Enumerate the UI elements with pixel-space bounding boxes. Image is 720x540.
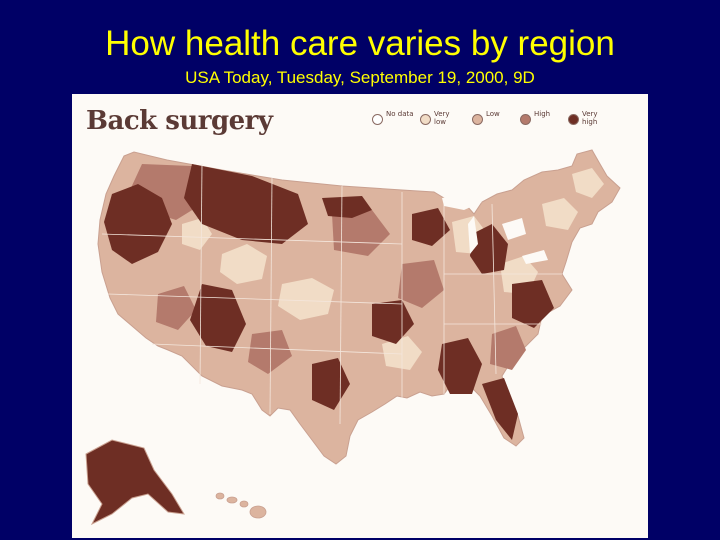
legend-swatch-very-low [420,114,431,125]
legend-label-very-low: Very low [434,110,450,126]
hawaii [215,492,267,519]
map-heading: Back surgery [86,106,273,136]
slide-subtitle: USA Today, Tuesday, September 19, 2000, … [185,68,535,87]
legend-swatch-high [520,114,531,125]
legend-swatch-no-data [372,114,383,125]
legend-label-high: High [534,110,551,118]
legend-swatch-low [472,114,483,125]
alaska [85,439,185,526]
legend-label-low: Low [486,110,500,118]
slide-title: How health care varies by region [105,24,615,63]
usa-map [85,149,621,526]
legend-label-very-high: Very high [582,110,598,126]
legend-swatch-very-high [568,114,579,125]
choropleth-map-figure: Back surgery No data Very low Low High V… [72,94,648,538]
great-lakes [442,194,548,264]
high-regions [130,164,526,374]
legend-label-no-data: No data [386,110,414,118]
state-borders [101,163,562,425]
